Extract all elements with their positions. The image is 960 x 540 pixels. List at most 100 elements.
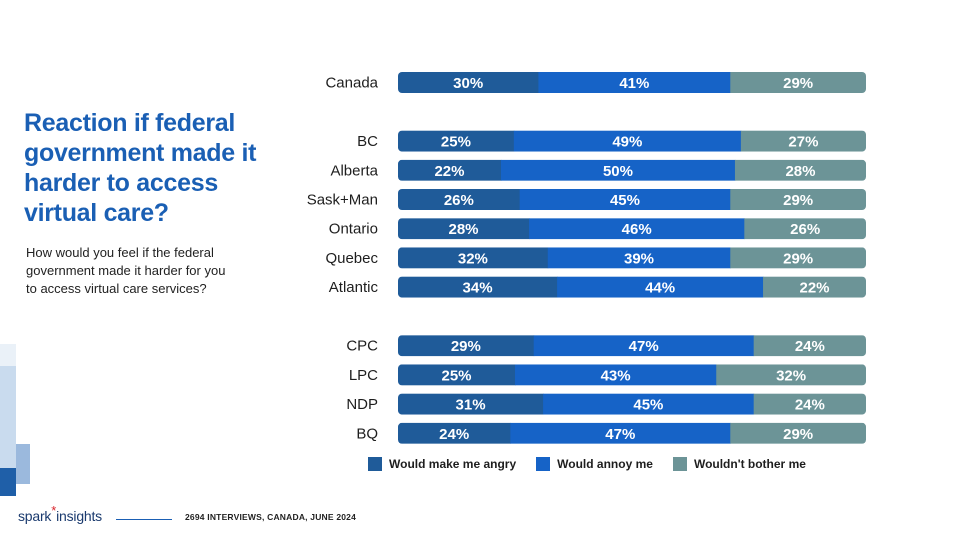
legend-swatch — [368, 457, 382, 471]
legend-label: Wouldn't bother me — [693, 457, 806, 471]
bar-segment — [547, 247, 731, 269]
legend-item: Would annoy me — [536, 457, 653, 471]
stacked-bar-chart: Canada 30% 41% 29% BC 25% 49% 27% Alberta 22% 50% 2… — [290, 64, 890, 484]
bar-segment — [519, 189, 731, 210]
bar-segment — [398, 247, 549, 269]
bar-row — [398, 72, 866, 93]
bar-segment — [730, 247, 866, 269]
logo-underline — [116, 519, 172, 520]
data-label: 43% — [601, 367, 631, 384]
bar-segment — [398, 335, 535, 357]
data-label: 49% — [612, 134, 642, 151]
decor-block — [0, 344, 16, 366]
bar-segment — [398, 189, 521, 210]
data-label: 47% — [605, 426, 635, 443]
bar-row — [398, 335, 866, 357]
category-label: Ontario — [329, 221, 378, 238]
data-label: 32% — [776, 367, 806, 384]
bar-segment — [398, 130, 515, 152]
logo-text-spark: spark — [18, 508, 52, 524]
data-label: 39% — [624, 250, 654, 267]
bar-segment — [740, 130, 866, 152]
category-label: Sask+Man — [307, 192, 378, 209]
bar-segment — [398, 364, 516, 386]
data-label: 28% — [785, 163, 815, 180]
data-label: 28% — [449, 221, 479, 238]
category-label: NDP — [346, 396, 378, 413]
data-label: 29% — [783, 426, 813, 443]
legend-swatch — [536, 457, 551, 471]
bar-segment — [515, 364, 717, 386]
legend-item: Would make me angry — [368, 457, 516, 471]
category-label: LPC — [349, 367, 378, 384]
data-label: 50% — [603, 163, 633, 180]
bar-segment — [398, 72, 539, 93]
decor-block — [0, 366, 16, 444]
bar-segment — [557, 276, 764, 298]
bar-row — [398, 364, 866, 386]
bar-segment — [753, 393, 866, 415]
data-label: 46% — [622, 221, 652, 238]
bar-segment — [510, 422, 731, 444]
legend-swatch — [672, 457, 687, 471]
category-label: Canada — [325, 75, 378, 92]
bar-segment — [398, 393, 544, 415]
bar-segment — [398, 159, 502, 181]
data-label: 24% — [439, 426, 469, 443]
footnote: 2694 INTERVIEWS, CANADA, JUNE 2024 — [185, 512, 357, 522]
data-label: 31% — [456, 397, 486, 414]
legend-label: Would annoy me — [557, 457, 653, 471]
bar-segment — [398, 276, 558, 298]
data-label: 26% — [790, 221, 820, 238]
bar-segment — [533, 335, 755, 357]
data-label: 29% — [783, 192, 813, 209]
bar-row — [398, 393, 866, 415]
data-label: 45% — [633, 397, 663, 414]
survey-question: How would you feel if the federal govern… — [26, 245, 226, 296]
data-label: 22% — [800, 280, 830, 297]
slide-title: Reaction if federal government made it h… — [24, 109, 257, 227]
data-label: 29% — [783, 250, 813, 267]
bar-row — [398, 218, 866, 240]
category-label: BC — [357, 133, 378, 150]
decor-block — [0, 444, 16, 468]
bar-row — [398, 130, 866, 152]
chart-legend: Would make me angry Would annoy me Wouldn'… — [368, 456, 826, 472]
logo-text-insights: insights — [56, 508, 102, 524]
data-label: 25% — [441, 134, 471, 151]
data-label: 30% — [453, 75, 483, 92]
data-label: 22% — [434, 163, 464, 180]
spark-insights-logo: spark*insights — [18, 503, 102, 524]
data-label: 32% — [458, 250, 488, 267]
bar-segment — [763, 276, 866, 298]
data-label: 27% — [788, 134, 818, 151]
bar-row — [398, 189, 866, 210]
bar-segment — [753, 335, 866, 357]
category-label: Quebec — [325, 250, 378, 267]
bar-row — [398, 247, 866, 269]
logo-star-icon: * — [51, 503, 57, 518]
bar-segment — [716, 364, 866, 386]
data-label: 29% — [783, 75, 813, 92]
decor-block — [0, 468, 16, 496]
legend-item: Wouldn't bother me — [672, 457, 806, 471]
bar-segment — [730, 422, 866, 444]
data-label: 44% — [645, 280, 675, 297]
bar-segment — [744, 218, 866, 240]
chart-canvas: Canada 30% 41% 29% BC 25% 49% 27% Alberta 22% 50% 2… — [307, 72, 866, 444]
category-label: CPC — [346, 338, 378, 355]
data-label: 26% — [444, 192, 474, 209]
category-label: Atlantic — [329, 279, 379, 296]
category-label: Alberta — [330, 162, 378, 179]
bar-row — [398, 422, 866, 444]
bar-segment — [398, 218, 530, 240]
bar-segment — [529, 218, 745, 240]
bar-segment — [398, 422, 511, 444]
category-label: BQ — [356, 425, 378, 442]
bar-row — [398, 276, 866, 298]
data-label: 41% — [619, 75, 649, 92]
data-label: 45% — [610, 192, 640, 209]
bar-row — [398, 159, 866, 181]
decor-block — [16, 444, 30, 484]
data-label: 29% — [451, 338, 481, 355]
